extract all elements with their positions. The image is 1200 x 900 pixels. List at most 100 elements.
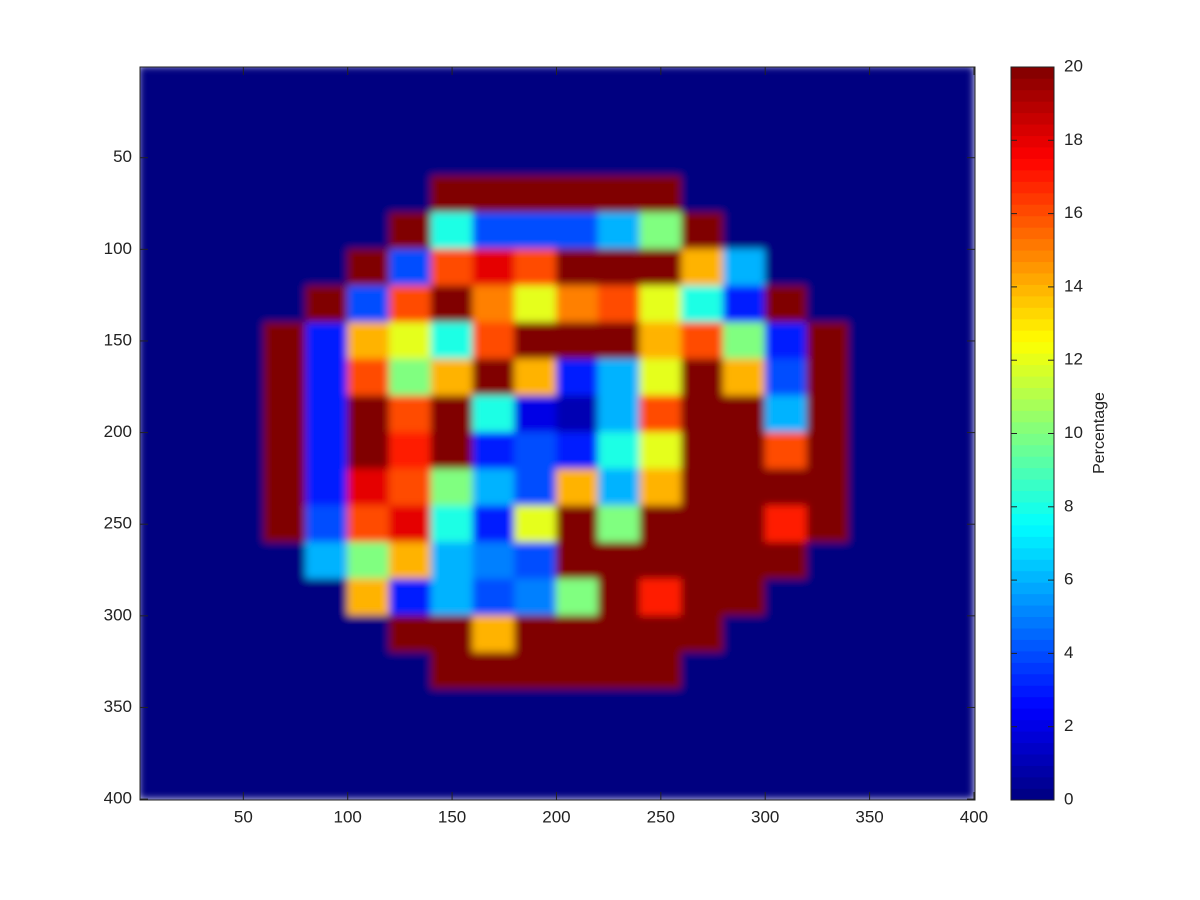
heatmap-cell [514, 542, 557, 580]
heatmap-cell [722, 395, 766, 434]
heatmap-cell [388, 285, 432, 324]
heatmap-cell [889, 761, 933, 800]
colorbar-tick-label: 2 [1064, 716, 1073, 735]
heatmap-cell [180, 468, 223, 507]
heatmap-cell [305, 468, 349, 507]
heatmap-cell [889, 615, 933, 653]
heatmap-cell [806, 578, 850, 617]
colorbar-segment [1011, 524, 1054, 537]
heatmap-cell [347, 761, 390, 800]
heatmap-cell [889, 138, 933, 177]
x-tick-label: 300 [751, 807, 779, 826]
heatmap-cell [305, 67, 349, 104]
heatmap-cell [639, 248, 683, 287]
axes-overlay: 50 100 150 200 250 300 350 400 50 100 150 200 250 300… [104, 66, 988, 826]
heatmap-cell [848, 175, 891, 214]
heatmap-cell [388, 432, 432, 470]
heatmap-cell [347, 505, 390, 544]
heatmap-cell [180, 248, 223, 287]
heatmap-cell [639, 138, 683, 177]
heatmap-cell [639, 578, 683, 617]
heatmap-cell [263, 395, 307, 434]
heatmap-cell [722, 102, 766, 140]
heatmap-cell [472, 432, 516, 470]
heatmap-cell [514, 395, 557, 434]
heatmap-cell [472, 212, 516, 250]
heatmap-cell [722, 322, 766, 360]
heatmap-cell [806, 725, 850, 763]
heatmap-cell [931, 395, 975, 434]
heatmap-cell [347, 322, 390, 360]
heatmap-cell [597, 761, 641, 800]
heatmap-cell [305, 175, 349, 214]
heatmap-cell [140, 248, 182, 287]
colorbar-segment [1011, 341, 1054, 354]
heatmap-cell [180, 432, 223, 470]
heatmap-cell [388, 578, 432, 617]
heatmap-cell [764, 175, 808, 214]
heatmap-cell [263, 505, 307, 544]
heatmap-cell [806, 102, 850, 140]
heatmap-cell [806, 175, 850, 214]
heatmap-cell [681, 138, 724, 177]
heatmap-cell [806, 505, 850, 544]
heatmap-cell [305, 358, 349, 397]
heatmap-cell [848, 432, 891, 470]
colorbar-segment [1011, 272, 1054, 285]
heatmap-cell [347, 285, 390, 324]
heatmap-cell [430, 322, 474, 360]
heatmap-cell [514, 651, 557, 690]
heatmap-cell [639, 505, 683, 544]
colorbar-segment [1011, 238, 1054, 251]
colorbar-segment [1011, 204, 1054, 217]
heatmap-cell [388, 358, 432, 397]
x-tick-label: 400 [960, 807, 988, 826]
colorbar-tick-label: 8 [1064, 496, 1073, 515]
heatmap-cell [221, 432, 265, 470]
heatmap-cell [472, 67, 516, 104]
heatmap-cell [806, 322, 850, 360]
heatmap-cell [597, 175, 641, 214]
heatmap-cell [597, 432, 641, 470]
heatmap-cell [305, 395, 349, 434]
heatmap-cell [764, 138, 808, 177]
colorbar-segment [1011, 547, 1054, 560]
heatmap-cell [347, 725, 390, 763]
heatmap-cell [263, 761, 307, 800]
heatmap-cell [597, 67, 641, 104]
heatmap-cell [472, 248, 516, 287]
colorbar-segment [1011, 467, 1054, 480]
heatmap-cell [806, 395, 850, 434]
heatmap-cell [806, 67, 850, 104]
heatmap-image [140, 67, 975, 800]
colorbar-segment [1011, 353, 1054, 366]
heatmap-cell [681, 358, 724, 397]
heatmap-cell [347, 395, 390, 434]
heatmap-cell [180, 505, 223, 544]
heatmap-cell [764, 468, 808, 507]
heatmap-cell [472, 285, 516, 324]
heatmap-cell [806, 138, 850, 177]
heatmap-cell [889, 102, 933, 140]
colorbar-segment [1011, 582, 1054, 595]
heatmap-cell [555, 395, 599, 434]
heatmap-cell [472, 505, 516, 544]
y-tick-label: 100 [104, 239, 132, 258]
heatmap-cell [388, 212, 432, 250]
heatmap-cell [180, 212, 223, 250]
heatmap-cell [388, 102, 432, 140]
colorbar-segment [1011, 78, 1054, 91]
heatmap-cell [681, 505, 724, 544]
heatmap-cell [430, 175, 474, 214]
heatmap-cell [764, 358, 808, 397]
heatmap-cell [597, 322, 641, 360]
heatmap-cell [305, 578, 349, 617]
heatmap-cell [140, 212, 182, 250]
heatmap-cell [597, 688, 641, 727]
heatmap-cell [555, 468, 599, 507]
heatmap-cell [221, 578, 265, 617]
heatmap-cell [263, 578, 307, 617]
colorbar-tick-label: 10 [1064, 423, 1083, 442]
colorbar-tick-label: 0 [1064, 789, 1073, 808]
